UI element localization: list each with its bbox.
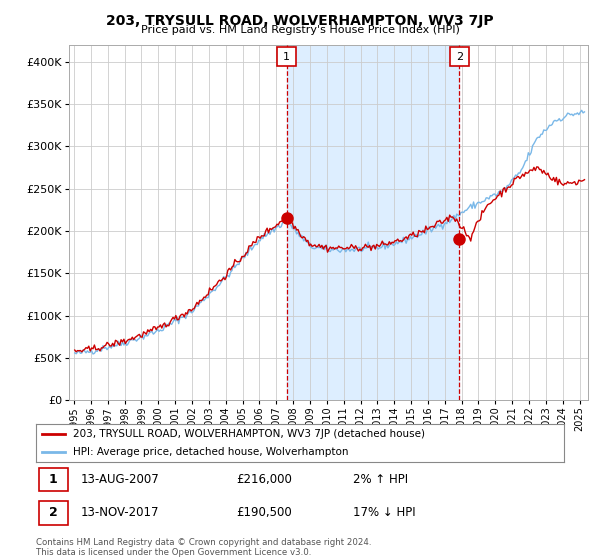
- Text: 203, TRYSULL ROAD, WOLVERHAMPTON, WV3 7JP (detached house): 203, TRYSULL ROAD, WOLVERHAMPTON, WV3 7J…: [73, 429, 425, 439]
- Text: 17% ↓ HPI: 17% ↓ HPI: [353, 506, 415, 520]
- Text: 1: 1: [49, 473, 58, 486]
- Text: Price paid vs. HM Land Registry's House Price Index (HPI): Price paid vs. HM Land Registry's House …: [140, 25, 460, 35]
- FancyBboxPatch shape: [38, 501, 68, 525]
- Text: 1: 1: [283, 52, 290, 62]
- FancyBboxPatch shape: [450, 46, 469, 66]
- Text: £190,500: £190,500: [236, 506, 292, 520]
- Text: 13-NOV-2017: 13-NOV-2017: [81, 506, 160, 520]
- FancyBboxPatch shape: [38, 468, 68, 491]
- Bar: [287, 45, 460, 400]
- Text: 13-AUG-2007: 13-AUG-2007: [81, 473, 160, 486]
- Text: 2: 2: [49, 506, 58, 520]
- Text: Contains HM Land Registry data © Crown copyright and database right 2024.
This d: Contains HM Land Registry data © Crown c…: [36, 538, 371, 557]
- Text: £216,000: £216,000: [236, 473, 293, 486]
- Text: 203, TRYSULL ROAD, WOLVERHAMPTON, WV3 7JP: 203, TRYSULL ROAD, WOLVERHAMPTON, WV3 7J…: [106, 14, 494, 28]
- Text: HPI: Average price, detached house, Wolverhampton: HPI: Average price, detached house, Wolv…: [73, 447, 349, 458]
- Text: 2: 2: [456, 52, 463, 62]
- FancyBboxPatch shape: [277, 46, 296, 66]
- Text: 2% ↑ HPI: 2% ↑ HPI: [353, 473, 408, 486]
